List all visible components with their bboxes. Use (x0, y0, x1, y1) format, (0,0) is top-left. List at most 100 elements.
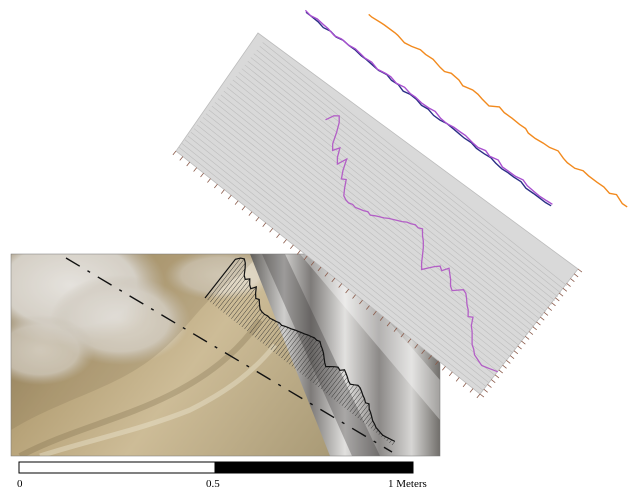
profile-hatch-line (273, 328, 292, 352)
panel-tick-bottom (393, 327, 398, 332)
panel-tick-right (577, 268, 583, 273)
panel-tick-right (562, 287, 568, 292)
panel-tick-right (532, 326, 537, 331)
scale-label-half: 0.5 (206, 478, 220, 490)
panel-tick-bottom (317, 266, 322, 272)
panel-tick-bottom (207, 178, 211, 183)
panel-tick-bottom (290, 244, 294, 250)
panel-tick-right (517, 345, 522, 350)
profile-hatch-line (370, 423, 375, 429)
scale-label-zero: 0 (17, 478, 23, 490)
profile-hatch-line (262, 322, 280, 344)
profile-hatch-line (365, 416, 372, 425)
profile-hatch-line (302, 349, 323, 375)
panel-gridline (190, 132, 496, 376)
profile-hatch-line (270, 327, 289, 350)
panel-tick-bottom (400, 333, 405, 338)
profile-hatch-line (257, 319, 274, 340)
profile-hatch-line (268, 326, 286, 348)
panel-tick-bottom (476, 393, 481, 399)
panel-gridline (262, 42, 567, 286)
panel-gridline (214, 102, 520, 346)
profile-hatch-line (318, 366, 335, 388)
panel-tick-bottom (303, 255, 308, 261)
panel-gridline (238, 72, 543, 316)
profile-hatch-line (331, 376, 348, 398)
profile-hatch-line (389, 439, 392, 444)
profile-hatch-line (299, 345, 322, 373)
profile-hatch-line (360, 408, 370, 421)
profile-hatch-line (207, 257, 241, 301)
panel-tick-bottom (193, 167, 198, 172)
profile-hatch-line (339, 384, 355, 404)
panel-tick-right (487, 384, 492, 388)
panel-tick-right (573, 273, 579, 278)
panel-tick-bottom (448, 371, 453, 377)
panel-tick-right (547, 307, 553, 311)
panel-tick-right (543, 311, 549, 316)
panel-tick-bottom (214, 183, 218, 189)
profile-hatch-line (210, 258, 245, 303)
panel-gridline (184, 139, 490, 384)
panel-gridline (241, 68, 546, 312)
panel-tick-bottom (414, 344, 419, 349)
profile-hatch-line (244, 309, 261, 330)
panel-tick-bottom (331, 277, 336, 283)
panel-gridline (196, 124, 502, 369)
panel-tick-right (528, 331, 534, 335)
profile-hatch-line (239, 299, 260, 326)
profile-hatch-line (347, 391, 362, 410)
panel-tick-bottom (421, 349, 426, 354)
transect-line (65, 257, 393, 453)
profile-hatch-line (315, 366, 331, 386)
profile-hatch-line (246, 311, 263, 332)
panel-tick-bottom (186, 161, 191, 167)
panel-tick-bottom (269, 228, 274, 233)
panel-tick-bottom (407, 338, 412, 343)
profile-hatch-line (283, 333, 305, 361)
profile-hatch-line (223, 278, 251, 313)
profile-hatch-line (278, 331, 299, 357)
panel-tick-right (524, 335, 530, 340)
profile-hatch-line (249, 314, 265, 334)
panel-tick-bottom (462, 382, 467, 388)
panel-tick-bottom (296, 250, 301, 255)
profile-hatch-line (212, 262, 246, 305)
panel-gridline (199, 120, 505, 365)
panel-tick-bottom (262, 222, 267, 227)
panel-gridline (259, 46, 564, 290)
panel-tick-bottom (372, 310, 377, 316)
trace-purple-line (304, 9, 553, 205)
panel-tick-bottom (179, 156, 184, 161)
panel-gridline (235, 75, 541, 320)
panel-tick-right (566, 283, 571, 287)
profile-hatch-line (344, 387, 361, 408)
profile-hatch-line (220, 279, 246, 311)
panel-tick-bottom (310, 261, 315, 266)
panel-tick-bottom (276, 233, 280, 238)
panel-tick-bottom (172, 150, 177, 156)
profile-hatch-line (236, 298, 256, 323)
profile-hatch-line (352, 398, 365, 415)
profile-hatch-line (391, 441, 395, 446)
panel-tick-bottom (469, 388, 474, 393)
panel-gridline (187, 135, 493, 380)
panel-gridline (250, 57, 555, 301)
panel-gridline (217, 98, 523, 342)
profile-hatch-line (281, 332, 302, 359)
panel-tick-bottom (200, 172, 204, 178)
panel-tick-right (570, 278, 575, 283)
panel-tick-right (555, 297, 560, 302)
panel-gridline (202, 117, 508, 361)
panel-axis-ticks-right (479, 268, 583, 398)
panel-tick-bottom (379, 316, 384, 321)
panel-gridline (193, 128, 499, 372)
profile-hatch-line (233, 293, 256, 321)
profile-hatch-line (328, 373, 347, 396)
profile-hatch-line (357, 403, 370, 419)
panel-tick-bottom (234, 200, 239, 205)
panel-tick-right (513, 350, 519, 355)
profile-hatch-line (231, 286, 257, 319)
